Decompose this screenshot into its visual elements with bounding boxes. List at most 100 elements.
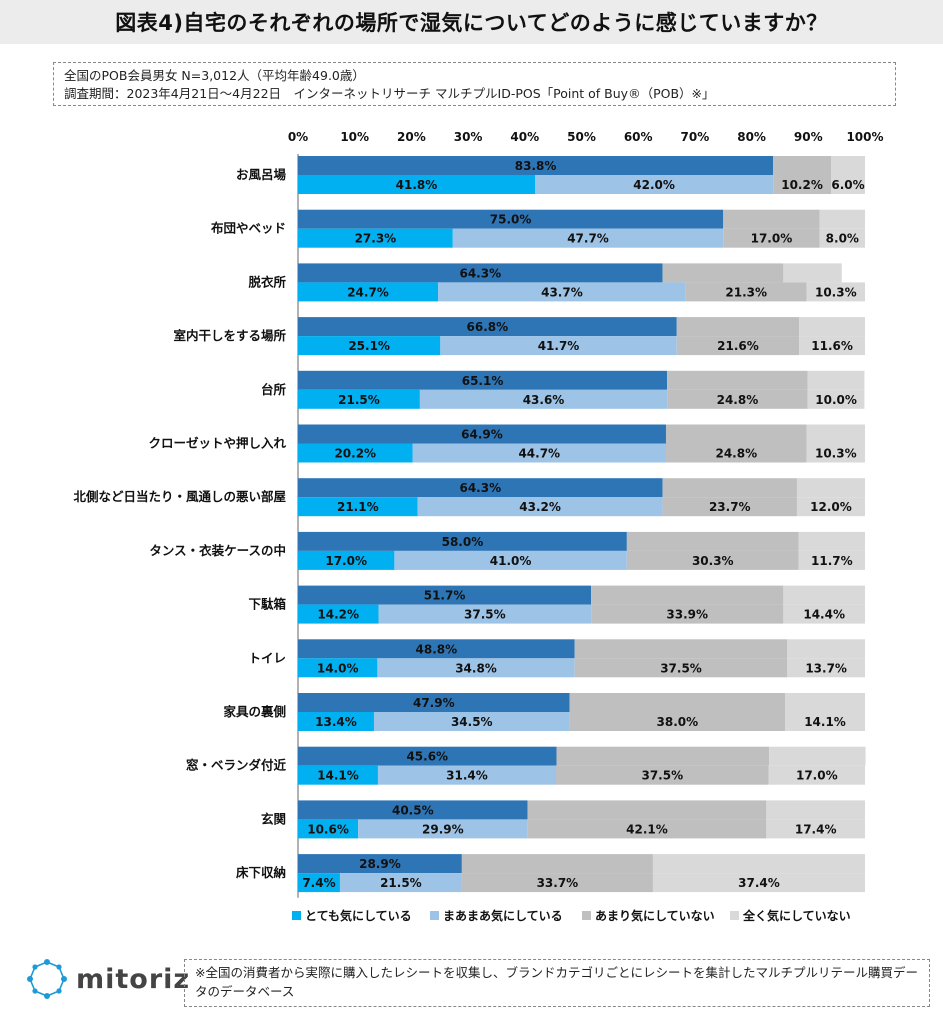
bar-segment-upper (461, 854, 653, 874)
legend-swatch (730, 911, 739, 920)
bar-segment (785, 712, 865, 731)
bar-segment (438, 282, 686, 302)
data-value-label: 37.4% (738, 876, 780, 890)
data-value-label: 43.6% (523, 393, 565, 407)
data-value-label: 10.3% (815, 285, 857, 299)
x-tick-label: 50% (567, 130, 596, 144)
bar-segment-upper (574, 639, 788, 659)
data-value-label: 33.7% (537, 876, 579, 890)
data-value-label: 24.8% (715, 447, 757, 461)
combined-bar (298, 854, 462, 874)
bar-segment (298, 873, 340, 893)
data-value-label: 41.7% (538, 339, 580, 353)
bar-segment-upper (830, 156, 865, 175)
bar-segment (798, 550, 865, 570)
data-value-label: 11.7% (811, 554, 853, 568)
bar-segment (298, 712, 374, 731)
bar-segment (535, 175, 774, 194)
data-value-label: 42.1% (626, 822, 668, 836)
bar-segment (298, 282, 439, 302)
bar-segment-upper (527, 800, 767, 820)
data-value-label: 34.8% (455, 661, 497, 675)
bar-segment-upper (665, 424, 807, 444)
x-tick-label: 10% (340, 130, 369, 144)
data-value-label: 14.4% (803, 608, 845, 622)
data-value-label: 37.5% (660, 661, 702, 675)
survey-period-text: 調査期間：2023年4月21日～4月22日 インターネットリサーチ マルチプルI… (64, 86, 715, 101)
bar-segment (574, 658, 788, 678)
combined-bar (298, 639, 575, 659)
combined-value-label: 45.6% (406, 750, 448, 764)
data-value-label: 17.0% (751, 232, 793, 246)
combined-bar (298, 746, 557, 766)
bar-segment (358, 819, 528, 839)
bar-segment (394, 550, 627, 570)
x-tick-label: 60% (624, 130, 653, 144)
data-value-label: 14.1% (317, 769, 359, 783)
data-value-label: 27.3% (355, 232, 397, 246)
combined-value-label: 66.8% (467, 320, 509, 334)
bar-segment (799, 336, 865, 356)
data-value-label: 24.8% (717, 393, 759, 407)
data-value-label: 8.0% (826, 232, 859, 246)
bar-segment (723, 228, 820, 248)
combined-value-label: 64.3% (459, 266, 501, 280)
data-value-label: 17.0% (796, 769, 838, 783)
bar-segment (298, 443, 413, 463)
bar-segment-upper (652, 854, 865, 874)
bar-segment-upper (806, 424, 865, 444)
bar-segment (830, 175, 865, 194)
category-label: タンス・衣装ケースの中 (149, 543, 286, 558)
combined-bar (298, 424, 666, 444)
data-value-label: 30.3% (692, 554, 734, 568)
bar-segment-upper (662, 263, 784, 283)
category-label: 下駄箱 (248, 597, 286, 612)
bar-segment (591, 604, 784, 624)
brand-logo: mitoriz (26, 958, 190, 1000)
combined-value-label: 64.3% (459, 481, 501, 495)
x-tick-label: 100% (846, 130, 883, 144)
combined-value-label: 47.9% (413, 696, 455, 710)
bar-segment (339, 873, 462, 893)
combined-value-label: 58.0% (442, 535, 484, 549)
bar-segment (527, 819, 767, 839)
combined-value-label: 64.9% (461, 428, 503, 442)
footnote-box: ※全国の消費者から実際に購入したレシートを収集し、ブランドカテゴリごとにレシート… (184, 959, 930, 1007)
bar-segment (665, 443, 807, 463)
bar-segment-upper (769, 746, 866, 766)
data-value-label: 44.7% (518, 447, 560, 461)
bar-segment (298, 497, 418, 517)
x-tick-label: 30% (454, 130, 483, 144)
bar-segment (787, 658, 865, 678)
data-value-label: 21.6% (717, 339, 759, 353)
combined-bar (298, 209, 724, 229)
data-value-label: 17.4% (795, 822, 837, 836)
bar-segment (676, 336, 800, 356)
data-value-label: 42.0% (633, 178, 675, 192)
bar-segment (555, 765, 769, 785)
bar-segment (298, 604, 379, 624)
bar-segment-upper (676, 317, 800, 337)
legend-swatch (430, 911, 439, 920)
bar-segment-upper (569, 693, 786, 712)
bar-segment-upper (773, 156, 831, 175)
data-value-label: 37.5% (641, 769, 683, 783)
data-value-label: 29.9% (422, 822, 464, 836)
x-tick-label: 0% (288, 130, 308, 144)
data-value-label: 6.0% (831, 178, 864, 192)
bar-segment (298, 765, 378, 785)
bar-segment (626, 550, 799, 570)
bar-segment (440, 336, 677, 356)
data-value-label: 25.1% (348, 339, 390, 353)
combined-bar (298, 585, 592, 605)
legend-label: まあまあ気にしている (443, 908, 563, 923)
bar-segment-upper (766, 800, 865, 820)
stacked-bar-chart: 0% 10% 20% 30% 40% 50% 60% 70% 80% 90% 100% お風呂場 83.… (73, 130, 883, 923)
bar-segment-upper (819, 209, 865, 229)
bar-segment-upper (556, 746, 770, 766)
data-value-label: 21.3% (725, 285, 767, 299)
combined-bar (298, 317, 677, 337)
bar-segment (419, 389, 668, 409)
bar-segment-upper (787, 639, 865, 659)
combined-value-label: 28.9% (359, 857, 401, 871)
